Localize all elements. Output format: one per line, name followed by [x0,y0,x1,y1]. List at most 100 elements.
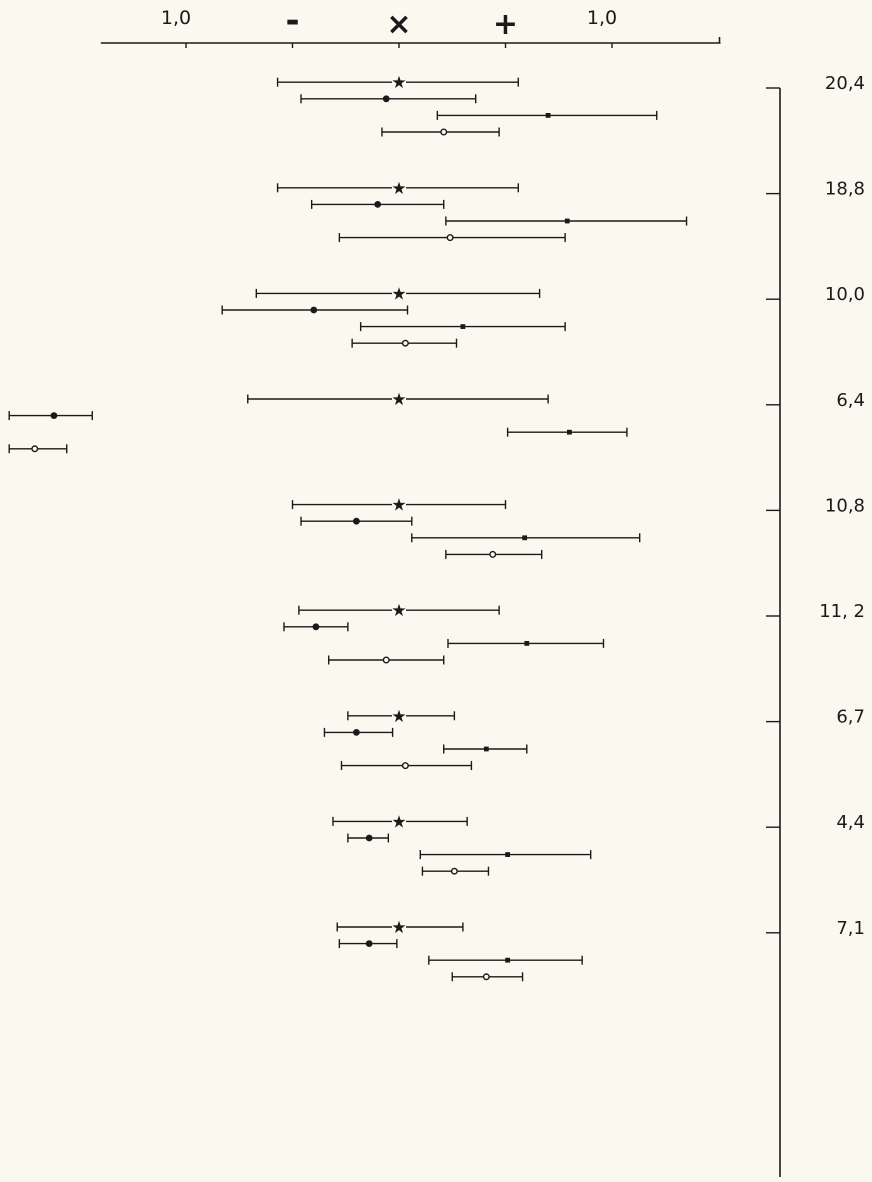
error-bar-dot [8,411,93,421]
square-marker [505,852,511,857]
circle-marker [446,234,454,242]
error-bar-dot [338,939,398,949]
marker-gap [392,181,406,194]
star-marker: ★ [391,601,406,621]
group-label: 10,0 [825,284,865,305]
marker-gap [392,815,406,828]
group-label: 6,4 [836,390,865,411]
x-tick-label: - [285,1,299,41]
error-bar-dot [221,305,409,315]
x-tick-label: 1,0 [587,7,617,29]
group: 10,0 ★ [221,284,865,348]
error-bar-square [443,744,528,754]
circle-marker [489,550,497,558]
group: 6,4 ★ [8,390,865,454]
square-marker [567,429,572,435]
error-bar-circle [340,761,473,771]
marker-gap [392,498,406,511]
dot-marker [353,517,360,525]
error-bar-square [359,322,566,332]
dot-marker [365,940,373,947]
group: 4,4 ★ [332,812,865,876]
error-bar-dot [300,94,477,104]
marker-gap [392,920,406,933]
group-label: 10,8 [825,495,865,516]
group: 18,8 ★ [276,179,865,243]
error-bar-star: ★ [332,812,468,832]
marker-gap [392,392,406,405]
square-marker [460,324,466,329]
error-bar-star: ★ [276,73,519,93]
circle-marker [382,656,390,664]
marker-gap [392,76,406,89]
x-tick-label: 1,0 [161,7,191,29]
error-bar-square [436,110,658,120]
dot-marker [50,412,58,419]
dot-marker [365,834,373,842]
star-marker: ★ [391,284,406,304]
circle-marker [31,445,39,453]
error-bar-dot [283,622,349,632]
dot-marker [374,200,382,208]
error-bar-dot [347,833,390,843]
square-marker [545,112,551,118]
error-bar-circle [451,972,524,982]
star-marker: ★ [391,179,406,199]
group-label: 7,1 [836,918,865,939]
error-bar-star: ★ [298,601,500,621]
error-bar-square [445,216,688,226]
error-bar-dot [323,727,394,737]
marker-gap [392,604,406,617]
star-marker: ★ [391,918,406,938]
circle-marker [482,973,490,981]
star-marker: ★ [391,390,406,410]
error-bar-square [447,638,605,648]
group: 20,4 ★ [276,73,865,137]
group: 10,8 ★ [291,495,865,559]
group: 7,1 ★ [336,918,865,982]
error-bar-star: ★ [247,390,549,410]
error-bar-square [506,427,628,437]
dot-marker [353,728,360,736]
error-bar-dot [300,516,413,526]
error-bar-star: ★ [291,496,507,516]
error-bar-circle [338,233,566,243]
dot-marker [382,95,390,103]
circle-marker [401,762,409,770]
circle-marker [401,339,409,347]
circle-marker [450,867,458,875]
circle-marker [440,128,448,136]
group-label: 20,4 [825,73,865,94]
square-marker [564,218,570,224]
error-bar-square [419,850,592,860]
error-bar-circle [8,444,68,454]
star-marker: ★ [391,707,406,727]
x-axis: 1,0 - × +1,0 [100,1,721,48]
square-marker [522,535,528,541]
error-bar-circle [421,866,490,876]
group-label: 6,7 [836,707,865,728]
star-marker: ★ [391,496,406,516]
error-bar-star: ★ [336,918,464,938]
marker-gap [392,287,406,300]
dot-marker [310,306,318,314]
error-bar-circle [351,338,458,348]
error-bar-circle [328,655,445,665]
x-tick-label: × [386,7,411,42]
group-label: 4,4 [836,812,865,833]
square-marker [524,640,530,646]
group-label: 18,8 [825,179,865,200]
error-bar-circle [445,549,543,559]
dot-marker [312,623,320,631]
group: 6,7 ★ [323,707,865,771]
x-tick-label: + [493,7,518,42]
error-bar-star: ★ [255,284,541,304]
error-bar-square [411,533,641,543]
group-label: 11, 2 [819,601,865,622]
group: 11, 2 ★ [283,601,865,665]
error-bar-dot [310,199,445,209]
square-marker [483,746,489,752]
error-bar-star: ★ [276,179,519,199]
